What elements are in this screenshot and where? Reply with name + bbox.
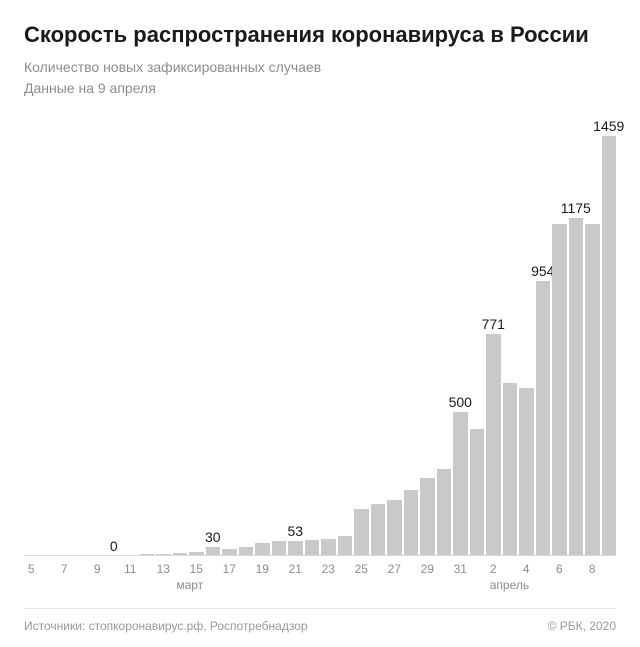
x-tick: 13 [156, 562, 171, 576]
x-tick: 21 [288, 562, 303, 576]
copyright-text: © РБК, 2020 [548, 619, 616, 633]
x-tick [569, 562, 584, 576]
bar-column [371, 504, 386, 556]
x-axis-ticks: 5 7 9 11 13 15 17 19 21 23 25 27 29 31 2 4 6 8 [24, 562, 616, 576]
x-tick [272, 562, 287, 576]
bar-value-label: 0 [110, 538, 118, 554]
x-tick: 15 [189, 562, 204, 576]
bar-column [404, 490, 419, 556]
x-tick: 6 [552, 562, 567, 576]
bar [470, 429, 485, 556]
bar-column [387, 500, 402, 556]
x-tick: 27 [387, 562, 402, 576]
x-tick [536, 562, 551, 576]
x-tick [107, 562, 122, 576]
bar [272, 541, 287, 556]
bar [437, 469, 452, 556]
x-tick [437, 562, 452, 576]
bar-column: 53 [288, 541, 303, 556]
bar-column [305, 540, 320, 556]
bar-column: 771 [486, 334, 501, 556]
x-tick: 9 [90, 562, 105, 576]
month-label: апрель [490, 578, 529, 592]
x-tick: 25 [354, 562, 369, 576]
bar-column [552, 224, 567, 556]
bar-column [420, 478, 435, 556]
bar [503, 383, 518, 556]
bar [486, 334, 501, 556]
bar-column [338, 536, 353, 556]
bar [371, 504, 386, 556]
bar-column [470, 429, 485, 556]
x-tick [503, 562, 518, 576]
bar [404, 490, 419, 556]
bar [569, 218, 584, 556]
x-tick [470, 562, 485, 576]
x-tick [239, 562, 254, 576]
x-tick [338, 562, 353, 576]
x-tick [140, 562, 155, 576]
bar-column [503, 383, 518, 556]
x-tick [74, 562, 89, 576]
bar-column: 954 [536, 281, 551, 556]
x-tick: 29 [420, 562, 435, 576]
bar [585, 224, 600, 556]
x-baseline [24, 555, 616, 556]
bar [453, 412, 468, 556]
chart-footer: Источники: стопкоронавирус.рф, Роспотреб… [24, 608, 616, 633]
bar [321, 539, 336, 556]
bar-value-label: 1175 [561, 200, 591, 216]
x-tick [371, 562, 386, 576]
bar-column [585, 224, 600, 556]
bar-column [354, 509, 369, 556]
bar-value-label: 500 [449, 394, 472, 410]
x-tick: 17 [222, 562, 237, 576]
bar [552, 224, 567, 556]
chart-area: 0 30 53 500 771 954 1175 1459 [24, 110, 616, 556]
bar [288, 541, 303, 556]
x-tick: 8 [585, 562, 600, 576]
bar-column [272, 541, 287, 556]
x-tick [41, 562, 56, 576]
x-axis-months: март апрель [24, 578, 616, 594]
x-tick [404, 562, 419, 576]
x-tick [173, 562, 188, 576]
x-tick: 31 [453, 562, 468, 576]
sources-text: Источники: стопкоронавирус.рф, Роспотреб… [24, 619, 308, 633]
chart-subtitle-2: Данные на 9 апреля [24, 79, 616, 98]
x-tick: 19 [255, 562, 270, 576]
month-label: март [176, 578, 203, 592]
bar [602, 136, 617, 556]
bar-value-label: 30 [205, 529, 221, 545]
bar-column: 1459 [602, 136, 617, 556]
bar [354, 509, 369, 556]
x-tick: 4 [519, 562, 534, 576]
bar [519, 388, 534, 556]
bar-value-label: 954 [531, 263, 554, 279]
x-tick [206, 562, 221, 576]
bar [338, 536, 353, 556]
bar-column [321, 539, 336, 556]
chart-subtitle-1: Количество новых зафиксированных случаев [24, 58, 616, 77]
bar-column: 1175 [569, 218, 584, 556]
bar [420, 478, 435, 556]
x-tick: 2 [486, 562, 501, 576]
bar [536, 281, 551, 556]
x-tick: 5 [24, 562, 39, 576]
bar-column [519, 388, 534, 556]
bar-value-label: 1459 [593, 118, 624, 134]
x-tick [602, 562, 617, 576]
bar-value-label: 53 [287, 523, 303, 539]
bar [387, 500, 402, 556]
x-tick [305, 562, 320, 576]
bar-series: 0 30 53 500 771 954 1175 1459 [24, 136, 616, 556]
bar-column: 500 [453, 412, 468, 556]
chart-title: Скорость распространения коронавируса в … [24, 22, 616, 48]
x-tick: 23 [321, 562, 336, 576]
bar-column [437, 469, 452, 556]
x-tick: 7 [57, 562, 72, 576]
bar [305, 540, 320, 556]
x-tick: 11 [123, 562, 138, 576]
bar-value-label: 771 [482, 316, 505, 332]
